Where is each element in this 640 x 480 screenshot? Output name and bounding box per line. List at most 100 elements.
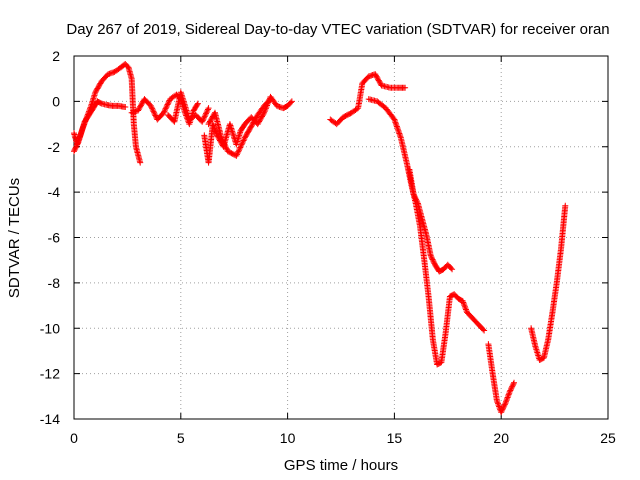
data-point bbox=[413, 197, 420, 204]
grid-lines bbox=[74, 56, 608, 419]
data-point bbox=[243, 132, 250, 139]
data-point bbox=[122, 104, 129, 111]
data-point bbox=[201, 113, 208, 120]
data-point bbox=[427, 252, 434, 259]
data-point bbox=[251, 117, 258, 124]
data-point bbox=[95, 82, 102, 89]
data-point bbox=[84, 111, 91, 118]
data-point bbox=[137, 159, 144, 166]
data-point bbox=[410, 191, 417, 198]
data-point bbox=[161, 108, 168, 115]
data-point bbox=[509, 382, 516, 389]
data-point bbox=[135, 107, 142, 114]
data-point bbox=[194, 100, 201, 107]
data-point bbox=[199, 117, 206, 124]
data-point bbox=[202, 111, 209, 118]
data-point bbox=[237, 143, 244, 150]
data-point bbox=[411, 193, 418, 200]
data-point bbox=[235, 148, 242, 155]
data-point bbox=[502, 400, 509, 407]
data-point bbox=[461, 303, 468, 310]
data-point bbox=[481, 327, 488, 334]
data-point bbox=[506, 388, 513, 395]
data-point bbox=[562, 202, 569, 209]
data-point bbox=[85, 108, 92, 115]
data-point bbox=[92, 89, 99, 96]
data-point bbox=[84, 112, 91, 119]
data-point bbox=[461, 302, 468, 309]
data-point bbox=[372, 72, 379, 79]
data-point bbox=[428, 253, 435, 260]
data-point bbox=[93, 86, 100, 93]
data-point bbox=[81, 121, 88, 128]
data-point bbox=[250, 119, 257, 126]
data-point bbox=[136, 104, 143, 111]
data-point bbox=[267, 96, 274, 103]
data-point bbox=[85, 110, 92, 117]
data-point bbox=[494, 400, 501, 407]
data-point bbox=[373, 73, 380, 80]
data-point bbox=[203, 110, 210, 117]
y-tick-label: 0 bbox=[52, 93, 60, 109]
data-point bbox=[246, 125, 253, 132]
data-point bbox=[462, 305, 469, 312]
data-point bbox=[73, 143, 80, 150]
x-tick-label: 0 bbox=[70, 430, 78, 446]
data-point bbox=[138, 101, 145, 108]
data-point bbox=[149, 106, 156, 113]
data-point bbox=[220, 138, 227, 145]
data-point bbox=[124, 63, 131, 70]
data-point bbox=[375, 76, 382, 83]
data-point bbox=[448, 265, 455, 272]
data-point bbox=[199, 118, 206, 125]
data-point bbox=[208, 116, 215, 123]
data-point bbox=[493, 397, 500, 404]
data-point bbox=[253, 114, 260, 121]
data-point bbox=[206, 118, 213, 125]
data-point bbox=[412, 195, 419, 202]
data-point bbox=[233, 152, 240, 159]
data-point bbox=[221, 141, 228, 148]
data-point bbox=[204, 106, 211, 113]
data-point bbox=[449, 266, 456, 273]
data-point bbox=[390, 115, 397, 122]
data-point bbox=[247, 124, 254, 131]
data-point bbox=[80, 124, 87, 131]
data-point bbox=[430, 257, 437, 264]
data-point bbox=[205, 105, 212, 112]
data-point bbox=[205, 121, 212, 128]
data-point bbox=[266, 97, 273, 104]
data-point bbox=[249, 122, 255, 129]
data-point bbox=[508, 384, 515, 391]
data-point bbox=[149, 105, 156, 112]
data-point bbox=[212, 128, 219, 135]
data-point bbox=[210, 123, 217, 130]
data-point bbox=[218, 134, 225, 141]
data-point bbox=[506, 390, 513, 397]
y-tick-label: -12 bbox=[40, 366, 60, 382]
data-point bbox=[94, 85, 101, 92]
data-point bbox=[194, 101, 201, 108]
data-point bbox=[413, 196, 420, 203]
data-point bbox=[504, 395, 511, 402]
data-point bbox=[503, 397, 510, 404]
data-point bbox=[160, 109, 167, 116]
data-point bbox=[429, 256, 436, 263]
data-point bbox=[71, 146, 78, 153]
data-point bbox=[507, 387, 514, 394]
y-tick-label: -6 bbox=[48, 230, 61, 246]
y-tick-label: -2 bbox=[48, 139, 61, 155]
data-point bbox=[163, 104, 170, 111]
data-point bbox=[164, 101, 171, 108]
data-point bbox=[214, 132, 221, 139]
data-point bbox=[501, 401, 508, 408]
data-point bbox=[235, 147, 242, 154]
x-tick-label: 20 bbox=[493, 430, 509, 446]
data-point bbox=[505, 391, 512, 398]
y-axis-label: SDTVAR / TECUs bbox=[6, 178, 23, 298]
data-point bbox=[203, 109, 210, 116]
data-point bbox=[237, 144, 244, 151]
data-point bbox=[234, 150, 241, 157]
data-point bbox=[209, 114, 216, 121]
